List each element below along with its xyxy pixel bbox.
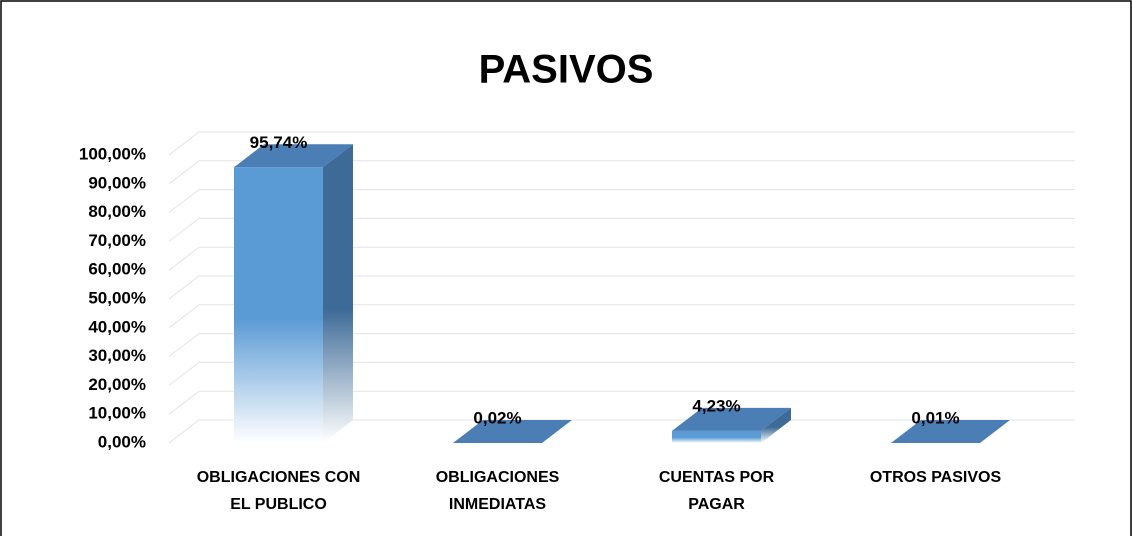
y-tick-label: 10,00% [88, 404, 146, 423]
y-tick-label: 0,00% [98, 432, 146, 451]
x-tick-label: OBLIGACIONES CON EL PUBLICO [197, 469, 361, 513]
bar-top [453, 419, 572, 443]
x-tick-label: CUENTAS POR PAGAR [659, 469, 775, 513]
bar-side [323, 144, 353, 443]
grid-line [168, 304, 1075, 329]
value-label: 0,01% [911, 408, 959, 427]
x-tick-label-line: PAGAR [688, 496, 745, 513]
x-tick-label-line: OBLIGACIONES CON [197, 469, 361, 486]
value-label: 4,23% [692, 396, 740, 415]
y-tick-label: 30,00% [88, 346, 146, 365]
bar [234, 167, 323, 443]
grid-line [168, 131, 1075, 156]
y-tick-label: 80,00% [88, 202, 146, 221]
x-tick-label-line: INMEDIATAS [449, 496, 547, 513]
value-label: 95,74% [250, 133, 308, 152]
x-tick-label-line: OTROS PASIVOS [870, 469, 1002, 486]
grid-line [168, 275, 1075, 300]
y-tick-label: 20,00% [88, 375, 146, 394]
grid-line [168, 189, 1075, 213]
y-tick-label: 70,00% [88, 231, 146, 250]
y-tick-label: 60,00% [88, 260, 146, 279]
bar [672, 430, 761, 443]
grid-line [168, 160, 1075, 185]
grid-line [168, 246, 1075, 271]
x-tick-label-line: EL PUBLICO [230, 496, 327, 513]
bar-side [980, 419, 1010, 443]
grid-line [168, 390, 1075, 415]
x-tick-label: OBLIGACIONES INMEDIATAS [436, 469, 560, 513]
grid-line [168, 333, 1075, 357]
bar-top [672, 407, 791, 431]
bar-top [891, 419, 1010, 443]
bar-side [761, 407, 791, 443]
x-tick-label-line: CUENTAS POR [659, 469, 775, 486]
grid-line [168, 217, 1075, 242]
grid-line [168, 361, 1075, 386]
y-tick-label: 100,00% [79, 144, 146, 163]
bar-side [542, 419, 572, 443]
y-tick-label: 50,00% [88, 288, 146, 307]
x-tick-label: OTROS PASIVOS [870, 469, 1002, 486]
y-tick-label: 90,00% [88, 173, 146, 192]
bar-top [234, 144, 353, 168]
value-label: 0,02% [473, 408, 521, 427]
x-tick-label-line: OBLIGACIONES [436, 469, 560, 486]
y-tick-label: 40,00% [88, 317, 146, 336]
chart-title: PASIVOS [479, 48, 654, 92]
